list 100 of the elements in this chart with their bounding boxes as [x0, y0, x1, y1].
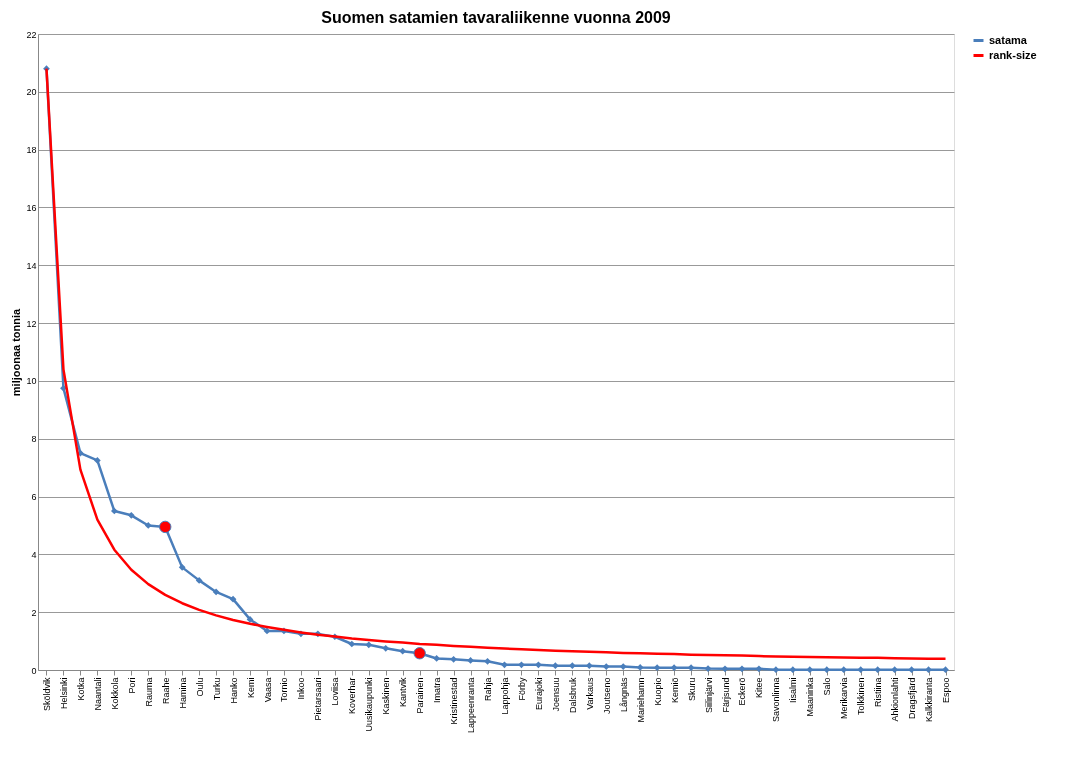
y-tick-label: 16 — [26, 202, 37, 213]
point — [942, 666, 949, 674]
x-tick-label: Lappeenranta — [466, 677, 477, 734]
y-tick-label: 6 — [31, 492, 37, 503]
point — [823, 666, 831, 674]
x-tick-label: Siilinjärvi — [703, 677, 714, 714]
point — [467, 657, 474, 664]
point — [212, 588, 220, 596]
x-tick-label: Lappohja — [499, 677, 510, 715]
x-tick-label: Naantali — [92, 677, 103, 711]
x-tick-label: Maaninka — [805, 677, 816, 717]
y-tick-label: 12 — [26, 318, 37, 329]
point — [144, 522, 152, 529]
point — [535, 661, 542, 669]
point — [687, 664, 695, 672]
point — [840, 666, 848, 674]
x-tick-label: Pori — [126, 677, 137, 694]
x-tick-label: Kemi — [245, 677, 256, 699]
x-tick-label: Ahkionlahti — [890, 677, 901, 722]
point — [110, 507, 118, 515]
y-tick-label: 0 — [31, 665, 37, 676]
x-tick-label: Raahe — [160, 677, 171, 705]
point — [263, 627, 271, 635]
point — [636, 664, 644, 671]
x-tick-label: Vaasa — [262, 677, 273, 703]
x-tick-label: Tolkkinen — [856, 677, 867, 716]
legend-label: rank-size — [989, 48, 1037, 61]
x-tick-label: Dalsbruk — [567, 677, 578, 714]
x-tick-label: Mariehamn — [635, 677, 646, 723]
x-tick-label: Koverhar — [347, 677, 358, 715]
x-tick-label: Kaskinen — [381, 677, 392, 715]
point — [433, 655, 440, 662]
x-tick-label: Espoo — [941, 677, 952, 704]
x-tick-label: Kitee — [754, 677, 765, 699]
point — [552, 662, 559, 670]
x-tick-label: Joensuu — [550, 677, 561, 712]
x-tick-label: Kristinestad — [449, 677, 460, 725]
y-tick-label: 18 — [26, 145, 37, 156]
x-tick-label: Parainen — [415, 677, 426, 714]
point — [399, 647, 407, 655]
legend-label: satama — [989, 33, 1028, 46]
point — [789, 666, 797, 674]
x-tick-label: Kalkkiranta — [924, 677, 935, 723]
point — [738, 665, 746, 673]
point — [602, 663, 610, 670]
x-tick-label: Uusikaupunki — [364, 677, 375, 732]
x-tick-label: Långnäs — [618, 677, 629, 713]
x-tick-label: Rauma — [143, 677, 154, 707]
x-tick-label: Merikarvia — [839, 677, 850, 720]
x-tick-label: Eurajoki — [533, 677, 544, 711]
x-tick-label: Färjsund — [720, 677, 731, 713]
x-tick-label: Loviisa — [330, 677, 341, 706]
point — [195, 577, 203, 584]
x-tick-label: Pietarsaari — [313, 677, 324, 721]
x-tick-label: Kantvik — [398, 677, 409, 708]
point — [908, 666, 915, 674]
y-tick-label: 4 — [31, 549, 37, 560]
x-tick-label: Hanko — [228, 677, 239, 704]
point — [178, 564, 186, 571]
x-tick-label: Imatra — [432, 677, 443, 704]
y-tick-label: 2 — [31, 607, 37, 618]
point — [382, 644, 390, 652]
x-tick-label: Savonlinna — [771, 677, 782, 723]
x-tick-label: Dragsfjärd — [907, 677, 918, 720]
x-tick-label: Kotka — [75, 677, 86, 701]
chart-title: Suomen satamien tavaraliikenne vuonna 2009 — [321, 9, 671, 26]
x-tick-label: Helsinki — [58, 677, 69, 710]
x-tick-label: Tornio — [279, 677, 290, 703]
point — [670, 664, 678, 672]
x-tick-label: Joutseno — [601, 677, 612, 715]
x-tick-label: Varkaus — [584, 677, 595, 710]
point — [501, 661, 508, 669]
point — [619, 663, 627, 670]
point — [585, 662, 593, 670]
y-tick-label: 20 — [26, 87, 37, 98]
y-axis-title: miljoonaa tonnia — [10, 307, 23, 397]
x-tick-label: Skuru — [686, 677, 697, 702]
x-tick-label: Kuopio — [652, 677, 663, 706]
point — [755, 665, 763, 673]
point — [365, 641, 373, 649]
x-tick-label: Rahja — [483, 677, 494, 702]
point — [721, 665, 729, 673]
point — [925, 666, 932, 674]
point — [891, 666, 898, 674]
point — [806, 666, 814, 674]
y-tick-label: 14 — [26, 260, 37, 271]
point — [127, 511, 135, 519]
x-tick-label: Inkoo — [296, 677, 307, 700]
point — [229, 595, 237, 603]
x-tick-label: Iisalmi — [788, 677, 799, 704]
x-tick-label: Ristiina — [873, 677, 884, 708]
y-tick-label: 10 — [26, 376, 37, 387]
x-tick-label: Turku — [211, 677, 222, 701]
point — [484, 657, 491, 665]
point — [772, 666, 780, 674]
x-tick-label: Kokkola — [109, 677, 120, 710]
y-tick-label: 8 — [31, 434, 37, 445]
x-tick-label: Förby — [516, 677, 527, 701]
x-tick-label: Hamina — [177, 677, 188, 709]
x-tick-label: Kemiö — [669, 677, 680, 704]
